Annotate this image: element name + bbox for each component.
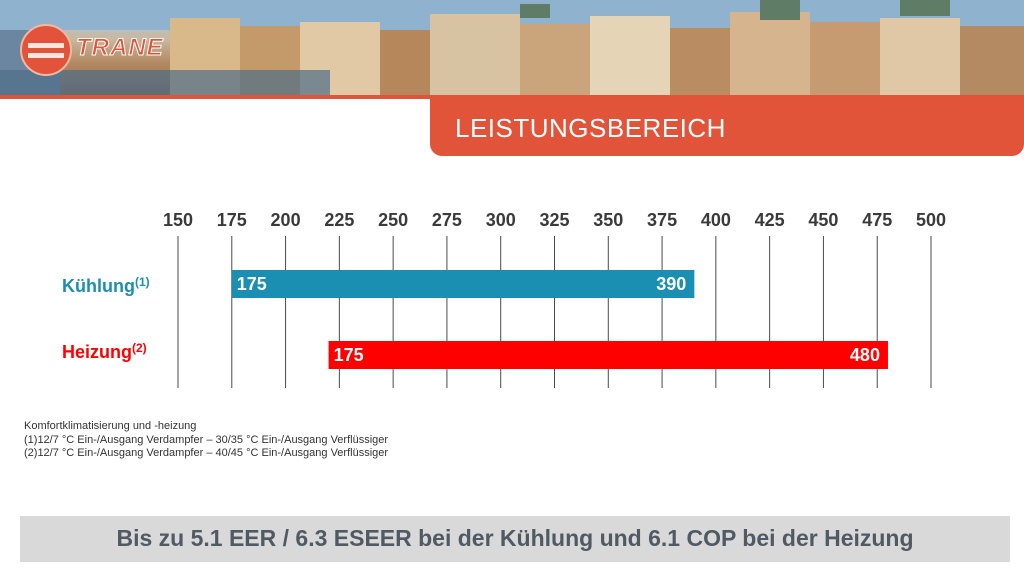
footnote-cooling: (1)12/7 °C Ein-/Ausgang Verdampfer – 30/… xyxy=(24,433,389,446)
footnote-comfort: Komfortklimatisierung und -heizung xyxy=(24,420,197,432)
summary-box: Bis zu 5.1 EER / 6.3 ESEER bei der Kühlu… xyxy=(20,516,1010,562)
x-tick-label: 425 xyxy=(755,210,785,230)
range-bar xyxy=(328,341,888,369)
brand-logo-text: TRANE xyxy=(76,34,164,62)
x-tick-label: 275 xyxy=(432,210,462,230)
x-tick-label: 150 xyxy=(163,210,193,230)
title-banner: LEISTUNGSBEREICH xyxy=(430,98,1024,156)
x-tick-label: 400 xyxy=(701,210,731,230)
x-tick-label: 250 xyxy=(378,210,408,230)
bar-end-label: 480 xyxy=(850,345,880,365)
summary-text: Bis zu 5.1 EER / 6.3 ESEER bei der Kühlu… xyxy=(116,525,914,551)
page-title: LEISTUNGSBEREICH xyxy=(455,113,726,143)
bar-start-label: 175 xyxy=(334,345,364,365)
footnotes: Komfortklimatisierung und -heizung (1)12… xyxy=(24,420,388,461)
x-tick-label: 175 xyxy=(217,210,247,230)
performance-range-chart: 150 175 200 225 250 275 300 325 350 375 400 425 450 4… xyxy=(62,210,946,388)
x-tick-label: 475 xyxy=(862,210,892,230)
category-label: Heizung(2) xyxy=(62,341,147,362)
brand-logo-icon xyxy=(20,24,72,76)
header-divider xyxy=(0,95,1024,99)
category-superscript: (1) xyxy=(135,275,150,289)
city-skyline-illustration xyxy=(0,0,1024,96)
x-tick-label: 325 xyxy=(539,210,569,230)
brand-logo: TRANE xyxy=(20,24,170,76)
category-superscript: (2) xyxy=(132,341,147,355)
x-tick-label: 200 xyxy=(271,210,301,230)
footnote-heating: (2)12/7 °C Ein-/Ausgang Verdampfer – 40/… xyxy=(24,447,389,459)
x-tick-label: 450 xyxy=(808,210,838,230)
x-tick-label: 225 xyxy=(324,210,354,230)
city-banner-image xyxy=(0,0,1024,96)
x-tick-label: 300 xyxy=(486,210,516,230)
x-tick-label: 500 xyxy=(916,210,946,230)
x-tick-label: 375 xyxy=(647,210,677,230)
bar-start-label: 175 xyxy=(237,274,267,294)
x-tick-label: 350 xyxy=(593,210,623,230)
bar-end-label: 390 xyxy=(656,274,686,294)
range-bar xyxy=(231,270,695,298)
category-label: Kühlung(1) xyxy=(62,275,150,296)
